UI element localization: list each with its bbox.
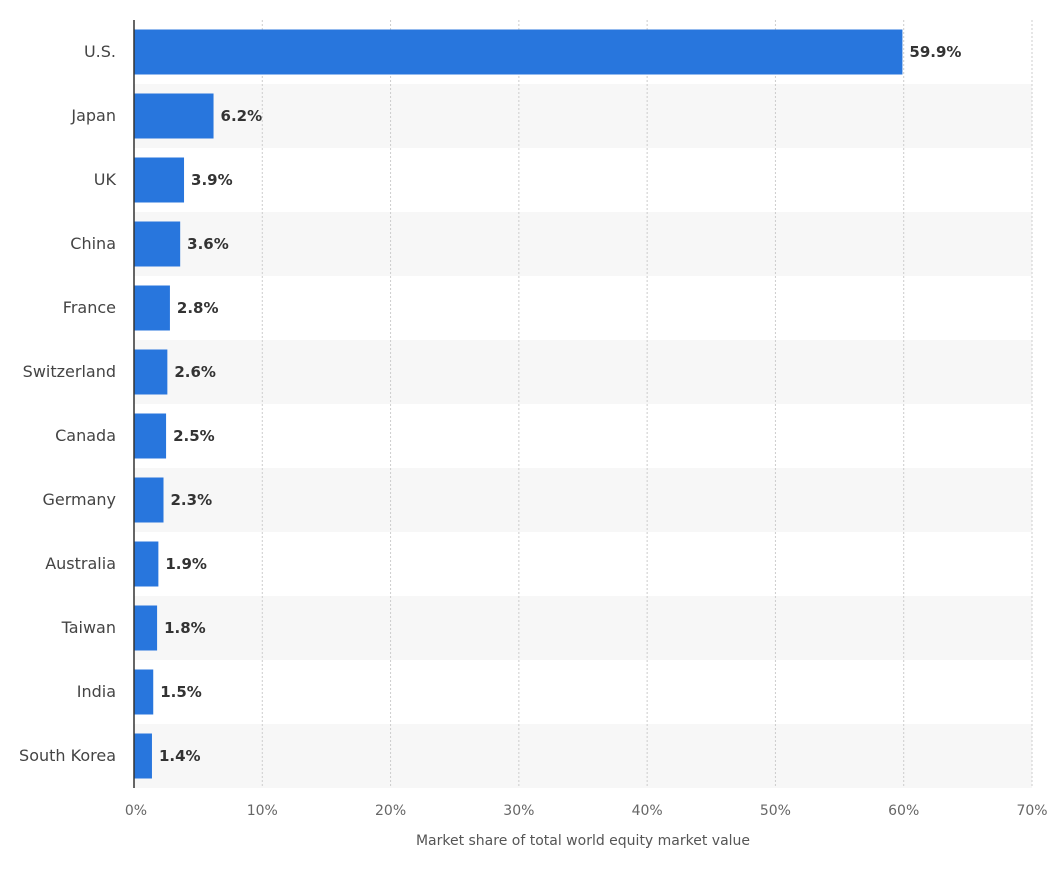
category-label: India: [77, 682, 116, 701]
bar[interactable]: [134, 733, 152, 779]
bar[interactable]: [134, 157, 185, 203]
x-tick-label: 70%: [1016, 803, 1047, 819]
data-label: 59.9%: [909, 43, 961, 61]
bar[interactable]: [134, 221, 181, 267]
data-label: 3.9%: [191, 171, 233, 189]
data-label: 2.5%: [173, 427, 215, 445]
gridlines: [261, 20, 1033, 788]
data-label: 2.3%: [171, 491, 213, 509]
x-tick-label: 30%: [503, 803, 534, 819]
bar[interactable]: [134, 413, 167, 459]
data-labels: 59.9% 6.2% 3.9% 3.6% 2.8% 2.6% 2.5% 2.3% 1.9% 1.8…: [159, 43, 962, 765]
row-band: [134, 468, 1032, 532]
category-label: UK: [94, 170, 117, 189]
bar[interactable]: [134, 93, 214, 139]
bar[interactable]: [134, 349, 168, 395]
category-label: U.S.: [84, 42, 116, 61]
category-label: Germany: [42, 490, 116, 509]
row-band: [134, 724, 1032, 788]
x-tick-label: 50%: [760, 803, 791, 819]
category-label: Switzerland: [23, 362, 116, 381]
x-tick-label: 10%: [247, 803, 278, 819]
bars: [134, 29, 903, 779]
bar[interactable]: [134, 669, 154, 715]
data-label: 1.4%: [159, 747, 201, 765]
x-tick-label: 40%: [632, 803, 663, 819]
row-band: [134, 84, 1032, 148]
category-labels: U.S. Japan UK China France Switzerland Canada G…: [19, 42, 116, 765]
category-label: Taiwan: [61, 618, 116, 637]
x-tick-label: 0%: [125, 803, 147, 819]
category-label: Japan: [70, 106, 116, 125]
row-band: [134, 340, 1032, 404]
data-label: 2.6%: [174, 363, 216, 381]
category-label: China: [70, 234, 116, 253]
bar[interactable]: [134, 477, 164, 523]
data-label: 6.2%: [221, 107, 263, 125]
bar[interactable]: [134, 541, 159, 587]
x-tick-label: 20%: [375, 803, 406, 819]
category-label: Canada: [55, 426, 116, 445]
row-bands: [134, 84, 1032, 788]
category-label: France: [63, 298, 116, 317]
bar[interactable]: [134, 605, 158, 651]
data-label: 3.6%: [187, 235, 229, 253]
x-tick-label: 60%: [888, 803, 919, 819]
bar[interactable]: [134, 285, 170, 331]
category-label: Australia: [45, 554, 116, 573]
row-band: [134, 212, 1032, 276]
data-label: 1.8%: [164, 619, 206, 637]
data-label: 2.8%: [177, 299, 219, 317]
category-label: South Korea: [19, 746, 116, 765]
row-band: [134, 596, 1032, 660]
x-axis-title: Market share of total world equity marke…: [416, 833, 750, 849]
bar[interactable]: [134, 29, 903, 75]
x-tick-labels: 0% 10% 20% 30% 40% 50% 60% 70%: [125, 803, 1048, 819]
data-label: 1.5%: [160, 683, 202, 701]
data-label: 1.9%: [165, 555, 207, 573]
